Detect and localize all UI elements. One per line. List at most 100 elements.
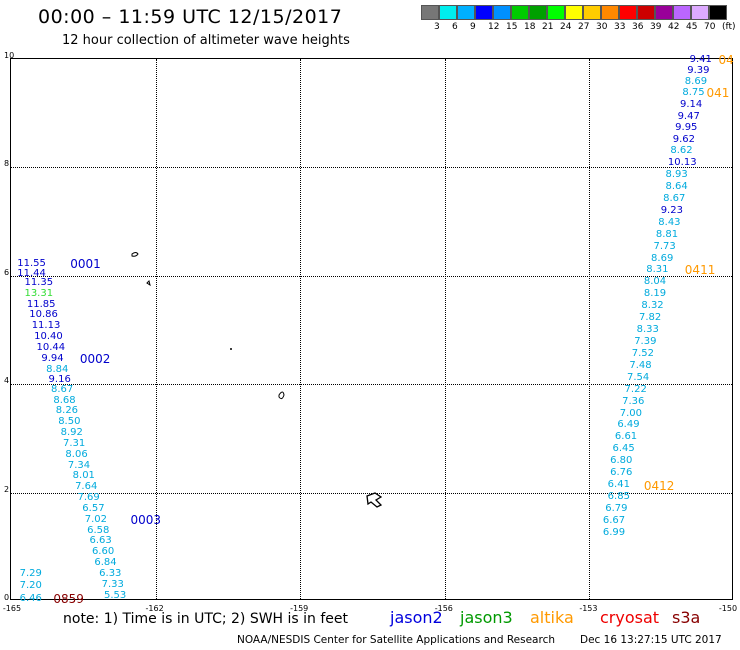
wave-height-value: 9.23	[660, 204, 683, 216]
wave-height-value: 11.44	[17, 267, 46, 279]
wave-height-value: 7.54	[626, 371, 650, 383]
wave-height-value: 10.86	[29, 309, 58, 321]
legend-swatch	[655, 5, 673, 20]
legend-label: 36	[632, 22, 644, 32]
legend-swatch	[691, 5, 709, 20]
legend-swatch	[619, 5, 637, 20]
wave-height-value: 7.02	[84, 513, 107, 525]
legend-swatch	[565, 5, 583, 20]
grid-line-horizontal	[11, 167, 732, 169]
wave-height-value: 7.34	[67, 459, 91, 471]
y-tick-label: 8	[4, 159, 10, 169]
legend-label: 6	[452, 22, 458, 32]
wave-height-value: 6.85	[607, 491, 630, 503]
wave-height-value: 11.55	[17, 257, 46, 269]
wave-height-value: 7.33	[101, 578, 124, 590]
legend-swatch	[601, 5, 619, 20]
pass-time-label: 041	[706, 85, 730, 100]
satellite-legend-item: jason2	[390, 608, 443, 627]
wave-height-value: 6.76	[610, 467, 633, 479]
wave-height-value: 9.39	[687, 65, 710, 76]
generated-timestamp: Dec 16 13:27:15 UTC 2017	[580, 634, 722, 646]
legend-label: 9	[470, 22, 476, 32]
satellite-legend-item: cryosat	[600, 608, 660, 627]
footer-note: note: 1) Time is in UTC; 2) SWH is in fe…	[63, 611, 349, 627]
pass-time-label: 0003	[130, 512, 162, 527]
wave-height-value: 8.92	[60, 427, 83, 439]
wave-height-value: 7.52	[631, 347, 655, 359]
legend-label: 39	[650, 22, 662, 32]
legend-swatch	[547, 5, 565, 20]
map-subtitle: 12 hour collection of altimeter wave hei…	[62, 33, 350, 48]
grid-line-horizontal	[11, 384, 732, 386]
legend-label: 33	[614, 22, 626, 32]
pass-time-label: 0001	[70, 256, 101, 271]
legend-swatch	[583, 5, 601, 20]
wave-height-value: 8.01	[72, 470, 95, 482]
wave-height-value: 9.47	[677, 110, 700, 122]
wave-height-value: 8.50	[58, 416, 81, 428]
legend-label: 45	[686, 22, 698, 32]
x-tick-label: -150	[718, 604, 738, 613]
pass-time-label: 0411	[684, 263, 716, 278]
legend-label: 18	[524, 22, 536, 32]
legend-label: 24	[560, 22, 572, 32]
satellite-legend-item: altika	[530, 608, 574, 627]
wave-height-value: 8.26	[55, 405, 79, 417]
legend-swatch	[475, 5, 493, 20]
wave-height-value: 6.63	[89, 535, 112, 547]
wave-height-value: 8.81	[655, 228, 679, 240]
legend-swatch	[421, 5, 439, 20]
x-tick-label: -153	[579, 604, 598, 613]
x-tick-label: -156	[434, 604, 453, 613]
wave-height-value: 6.45	[612, 443, 635, 455]
legend-label: 42	[668, 22, 680, 32]
wave-height-value: 8.33	[636, 324, 659, 336]
wave-height-value: 8.68	[53, 394, 76, 406]
map-panel[interactable]	[10, 58, 733, 600]
island-outline	[131, 252, 139, 257]
y-tick-label: 4	[4, 376, 10, 386]
wave-height-value: 8.62	[670, 145, 693, 157]
wave-height-value: 6.80	[610, 455, 633, 467]
x-tick-label: -162	[145, 604, 164, 613]
legend-swatch	[709, 5, 727, 20]
wave-height-value: 6.79	[605, 502, 628, 514]
wave-height-value: 8.75	[682, 86, 705, 98]
wave-height-value: 6.49	[617, 419, 640, 431]
wave-height-value: 8.69	[684, 75, 708, 87]
wave-height-value: 9.94	[41, 352, 64, 364]
legend-label: 30	[596, 22, 608, 32]
legend-label: 27	[578, 22, 590, 32]
wave-height-value: 9.14	[679, 98, 703, 110]
island-outline	[230, 348, 232, 350]
y-tick-label: 10	[4, 51, 15, 60]
wave-height-value: 6.57	[82, 502, 105, 514]
legend-label: 12	[488, 22, 500, 32]
legend-swatch	[637, 5, 655, 20]
legend-swatch	[439, 5, 457, 20]
wave-height-value: 7.20	[19, 579, 42, 591]
y-tick-label: 0	[4, 593, 10, 602]
grid-line-vertical	[155, 59, 157, 599]
y-tick-label: 6	[4, 267, 10, 277]
wave-height-value: 7.64	[75, 481, 98, 493]
island-outline	[278, 391, 285, 400]
wave-height-value: 11.35	[24, 276, 54, 288]
legend-swatch	[511, 5, 529, 20]
wave-height-value: 10.44	[36, 341, 66, 353]
wave-height-value: 8.67	[663, 192, 686, 204]
wave-height-value: 6.60	[91, 546, 115, 558]
legend-label: 70	[704, 22, 716, 32]
grid-line-horizontal	[11, 492, 732, 494]
legend-swatch	[529, 5, 547, 20]
grid-line-vertical	[300, 59, 302, 599]
wave-height-value: 7.69	[77, 492, 100, 504]
wave-height-value: 6.84	[94, 557, 117, 569]
satellite-legend-item: jason3	[460, 608, 513, 627]
wave-height-value: 8.04	[643, 276, 667, 288]
wave-height-value: 9.41	[689, 54, 712, 66]
wave-height-value: 7.29	[19, 567, 42, 579]
wave-height-value: 13.31	[24, 287, 54, 299]
wave-height-value: 7.22	[624, 383, 647, 395]
